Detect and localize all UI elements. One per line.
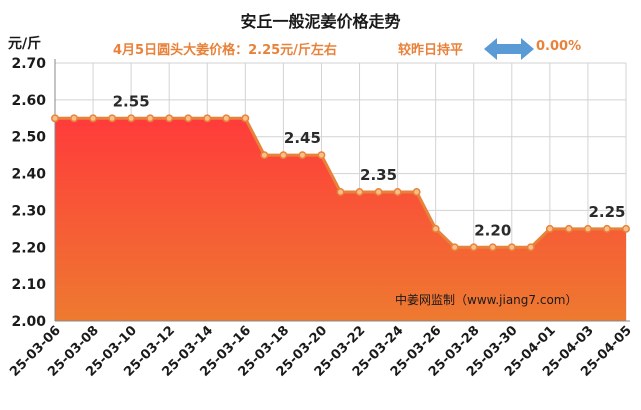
y-tick-label: 2.50 xyxy=(11,130,46,146)
data-point xyxy=(298,151,307,160)
data-point xyxy=(507,243,516,252)
data-point xyxy=(70,114,78,123)
data-point xyxy=(51,114,59,123)
y-tick-label: 2.40 xyxy=(11,167,46,183)
data-point xyxy=(622,224,630,233)
y-tick-label: 2.30 xyxy=(11,203,46,219)
data-point xyxy=(108,114,117,123)
data-point xyxy=(203,114,212,123)
data-point xyxy=(564,224,573,233)
data-label: 2.45 xyxy=(284,129,321,147)
compare-label: 较昨日持平 xyxy=(398,43,464,58)
data-point xyxy=(431,224,440,233)
data-point xyxy=(260,151,269,160)
data-point xyxy=(583,224,592,233)
data-point xyxy=(165,114,174,123)
data-point xyxy=(241,114,250,123)
data-point xyxy=(450,243,459,252)
data-point xyxy=(374,188,383,196)
data-point xyxy=(412,188,421,196)
data-point xyxy=(279,151,288,160)
y-tick-label: 2.70 xyxy=(11,56,46,72)
data-point xyxy=(222,114,231,123)
data-point xyxy=(469,243,478,252)
price-summary: 4月5日圆头大姜价格：2.25元/斤左右 xyxy=(113,43,337,58)
data-point xyxy=(184,114,193,123)
data-point xyxy=(336,188,345,196)
data-point xyxy=(488,243,497,252)
y-tick-label: 2.20 xyxy=(11,240,46,256)
data-point xyxy=(355,188,364,196)
y-tick-label: 2.00 xyxy=(11,314,46,330)
y-axis-unit: 元/斤 xyxy=(8,36,42,52)
data-point xyxy=(146,114,155,123)
double-arrow-icon xyxy=(484,38,534,60)
data-point xyxy=(317,151,326,160)
y-tick-label: 2.10 xyxy=(11,277,46,293)
data-point xyxy=(89,114,98,123)
data-label: 2.35 xyxy=(360,166,397,184)
source-credit: 中姜网监制（www.jiang7.com） xyxy=(395,292,577,307)
data-point xyxy=(526,243,535,252)
y-tick-label: 2.60 xyxy=(11,93,46,109)
data-label: 2.20 xyxy=(474,221,511,239)
data-point xyxy=(127,114,136,123)
data-point xyxy=(603,224,611,233)
data-label: 2.25 xyxy=(588,203,625,221)
compare-percentage: 0.00% xyxy=(536,39,582,54)
data-point xyxy=(393,188,402,196)
chart-title: 安丘一般泥姜价格走势 xyxy=(240,12,401,31)
data-point xyxy=(545,224,554,233)
price-area xyxy=(55,118,626,322)
data-label: 2.55 xyxy=(113,92,150,110)
